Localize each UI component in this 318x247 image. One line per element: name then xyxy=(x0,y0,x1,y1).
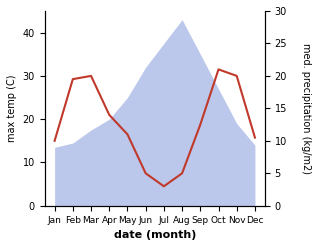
Y-axis label: med. precipitation (kg/m2): med. precipitation (kg/m2) xyxy=(301,43,311,174)
X-axis label: date (month): date (month) xyxy=(114,230,196,240)
Y-axis label: max temp (C): max temp (C) xyxy=(7,75,17,142)
